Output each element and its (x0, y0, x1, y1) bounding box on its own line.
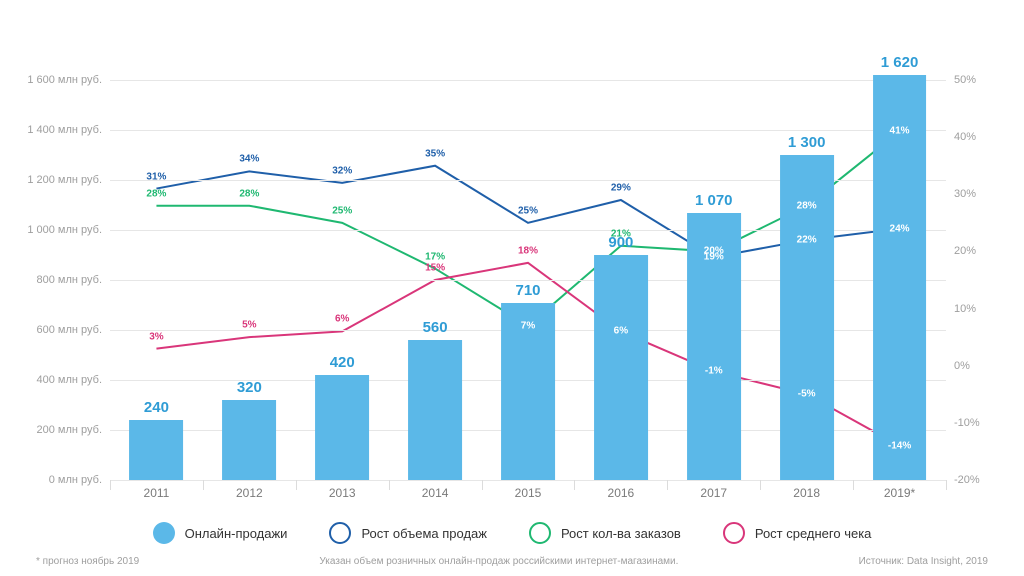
series-point-label: 28% (239, 188, 259, 199)
x-divider (389, 480, 390, 490)
legend-label: Рост кол-ва заказов (561, 526, 681, 541)
legend-swatch-ring-icon (723, 522, 745, 544)
y-right-tick: -20% (946, 474, 980, 486)
series-point-label: 31% (146, 171, 166, 182)
legend-item: Онлайн-продажи (153, 522, 288, 544)
y-left-tick: 1 000 млн руб. (27, 224, 110, 236)
footnote-center: Указан объем розничных онлайн-продаж рос… (319, 556, 678, 567)
y-left-tick: 200 млн руб. (37, 424, 111, 436)
y-right-tick: -10% (946, 417, 980, 429)
series-point-label: 3% (149, 331, 163, 342)
chart-container: 0 млн руб. 200 млн руб. 400 млн руб. 600 мл… (0, 0, 1024, 576)
series-point-label: 22% (797, 235, 817, 246)
series-point-label: 28% (797, 200, 817, 211)
footnote-right: Источник: Data Insight, 2019 (859, 556, 988, 567)
gridline (110, 80, 946, 81)
y-right-tick: 0% (946, 360, 970, 372)
y-right-tick: 40% (946, 131, 976, 143)
series-point-label: 6% (614, 326, 628, 337)
series-point-label: 15% (425, 263, 445, 274)
plot-area: 0 млн руб.200 млн руб.400 млн руб.600 мл… (110, 80, 946, 480)
bar-value-label: 320 (237, 379, 262, 400)
x-divider (667, 480, 668, 490)
series-point-label: 28% (146, 188, 166, 199)
y-left-tick: 600 млн руб. (37, 324, 111, 336)
y-left-tick: 400 млн руб. (37, 374, 111, 386)
y-left-tick: 800 млн руб. (37, 274, 111, 286)
x-label: 2011 (144, 480, 170, 500)
x-label: 2019* (884, 480, 915, 500)
legend-item: Рост среднего чека (723, 522, 872, 544)
series-point-label: 32% (332, 165, 352, 176)
series-point-label: 18% (518, 245, 538, 256)
y-right-tick: 10% (946, 303, 976, 315)
x-label: 2014 (422, 480, 449, 500)
legend-swatch-fill-icon (153, 522, 175, 544)
series-point-label: 41% (890, 126, 910, 137)
x-divider (853, 480, 854, 490)
x-divider (203, 480, 204, 490)
series-point-label: 24% (890, 223, 910, 234)
series-point-label: 5% (242, 320, 256, 331)
legend-item: Рост объема продаж (329, 522, 487, 544)
y-right-tick: 20% (946, 245, 976, 257)
bar-value-label: 1 300 (788, 134, 826, 155)
series-point-label: -5% (798, 389, 816, 400)
legend-item: Рост кол-ва заказов (529, 522, 681, 544)
x-label: 2012 (236, 480, 263, 500)
x-divider (482, 480, 483, 490)
bar-value-label: 240 (144, 399, 169, 420)
legend: Онлайн-продажи Рост объема продаж Рост кол… (0, 522, 1024, 544)
bar: 320 (222, 400, 276, 480)
series-point-label: 20% (704, 246, 724, 257)
bar-value-label: 1 620 (881, 54, 919, 75)
series-point-label: -14% (888, 440, 911, 451)
x-label: 2018 (793, 480, 820, 500)
bar: 240 (130, 420, 184, 480)
x-divider (296, 480, 297, 490)
legend-label: Онлайн-продажи (185, 526, 288, 541)
bar: 560 (408, 340, 462, 480)
series-point-label: 21% (611, 228, 631, 239)
series-point-label: 25% (332, 205, 352, 216)
y-left-tick: 0 млн руб. (49, 474, 110, 486)
bar: 900 (594, 255, 648, 480)
x-divider (110, 480, 111, 490)
series-point-label: 34% (239, 154, 259, 165)
series-point-label: 6% (335, 314, 349, 325)
y-left-tick: 1 200 млн руб. (27, 174, 110, 186)
bar-value-label: 710 (515, 282, 540, 303)
series-point-label: 35% (425, 148, 445, 159)
series-point-label: 25% (518, 205, 538, 216)
bar-value-label: 560 (423, 319, 448, 340)
footnote-left: * прогноз ноябрь 2019 (36, 556, 139, 567)
bar: 420 (315, 375, 369, 480)
y-right-tick: 30% (946, 188, 976, 200)
legend-swatch-ring-icon (329, 522, 351, 544)
x-label: 2015 (515, 480, 542, 500)
gridline (110, 130, 946, 131)
y-right-tick: 50% (946, 74, 976, 86)
x-label: 2016 (608, 480, 635, 500)
series-point-label: -1% (705, 366, 723, 377)
x-divider (946, 480, 947, 490)
x-label: 2017 (700, 480, 727, 500)
bar-value-label: 1 070 (695, 192, 733, 213)
x-label: 2013 (329, 480, 356, 500)
legend-swatch-ring-icon (529, 522, 551, 544)
y-left-tick: 1 400 млн руб. (27, 124, 110, 136)
legend-label: Рост среднего чека (755, 526, 872, 541)
series-point-label: 29% (611, 183, 631, 194)
legend-label: Рост объема продаж (361, 526, 487, 541)
footer-notes: * прогноз ноябрь 2019 Указан объем розни… (36, 556, 988, 567)
x-divider (574, 480, 575, 490)
series-point-label: 17% (425, 251, 445, 262)
bar-value-label: 420 (330, 354, 355, 375)
series-point-label: 7% (521, 320, 535, 331)
x-divider (760, 480, 761, 490)
y-left-tick: 1 600 млн руб. (27, 74, 110, 86)
